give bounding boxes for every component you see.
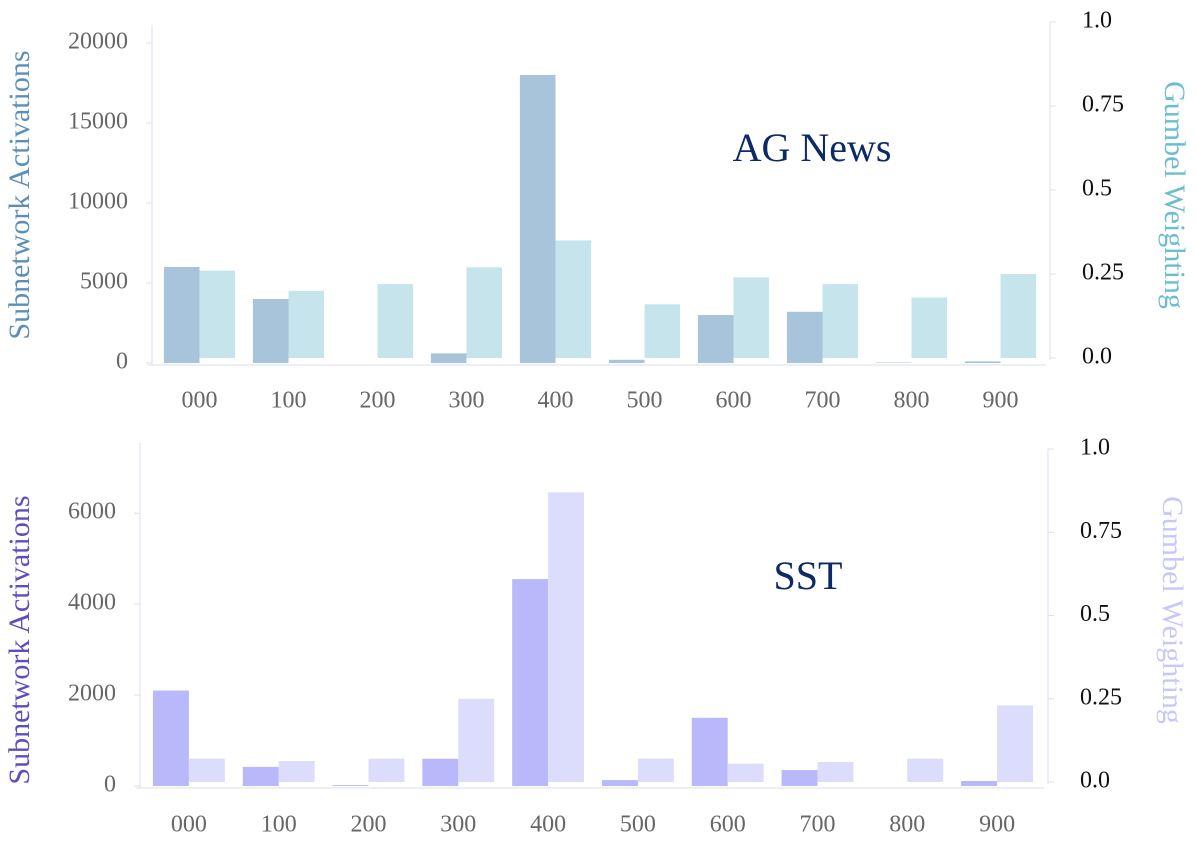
x-tick-label: 900: [983, 388, 1019, 414]
y2-tick-label: 0.0: [1082, 344, 1112, 370]
bar: [781, 770, 818, 786]
x-tick-label: 100: [261, 812, 297, 838]
x-tick-label: 600: [710, 812, 746, 838]
bar: [458, 698, 495, 782]
x-tick-label: 700: [805, 388, 841, 414]
y2-tick-label: 0.25: [1080, 684, 1122, 710]
bar: [188, 758, 225, 782]
bar: [555, 240, 592, 358]
x-tick-label: 100: [271, 388, 307, 414]
y-tick-label: 5000: [80, 269, 128, 295]
bar: [911, 297, 948, 358]
x-tick-label: 800: [894, 388, 930, 414]
bar: [644, 304, 681, 358]
bar: [252, 299, 289, 363]
bar: [422, 758, 459, 786]
bar: [822, 284, 859, 358]
bar: [786, 311, 823, 363]
x-tick-label: 600: [716, 388, 752, 414]
bar: [199, 270, 236, 358]
y2-tick-label: 0.75: [1082, 92, 1124, 118]
bar: [691, 717, 728, 786]
bar: [817, 762, 854, 782]
bar: [519, 75, 556, 363]
bar: [608, 359, 645, 363]
bar: [697, 315, 734, 363]
bar: [997, 705, 1034, 782]
y-tick-label: 0: [116, 349, 128, 375]
y-tick-label: 4000: [68, 590, 116, 616]
bar: [964, 361, 1001, 363]
y2-tick-label: 0.5: [1080, 601, 1110, 627]
y-tick-label: 2000: [68, 681, 116, 707]
bar: [152, 690, 189, 786]
bar: [163, 267, 200, 363]
x-tick-label: 300: [449, 388, 485, 414]
bar: [961, 780, 998, 786]
y-tick-label: 0: [104, 772, 116, 798]
y2-tick-label: 1.0: [1082, 8, 1112, 34]
bar: [377, 284, 414, 358]
bar: [430, 353, 467, 363]
bar: [1000, 274, 1037, 358]
bar: [288, 290, 325, 358]
y2-tick-label: 0.25: [1082, 260, 1124, 286]
x-tick-label: 000: [171, 812, 207, 838]
bar: [368, 758, 405, 782]
y2-axis-label: Gumbel Weighting: [1156, 496, 1189, 724]
x-tick-label: 400: [538, 388, 574, 414]
x-tick-label: 900: [979, 812, 1015, 838]
x-tick-label: 300: [440, 812, 476, 838]
x-tick-label: 200: [360, 388, 396, 414]
x-tick-label: 800: [889, 812, 925, 838]
bar: [601, 780, 638, 786]
y2-tick-label: 0.5: [1082, 176, 1112, 202]
x-tick-label: 500: [620, 812, 656, 838]
y-axis-label: Subnetwork Activations: [3, 495, 36, 784]
bar: [466, 267, 503, 358]
bar: [637, 758, 674, 782]
bar: [733, 277, 770, 358]
y-tick-label: 15000: [68, 109, 128, 135]
y-tick-label: 20000: [68, 29, 128, 55]
x-tick-label: 000: [182, 388, 218, 414]
bar: [727, 763, 764, 782]
y-tick-label: 6000: [68, 499, 116, 525]
x-tick-label: 200: [351, 812, 387, 838]
y2-axis-label: Gumbel Weighting: [1158, 81, 1191, 309]
chart-title: SST: [774, 553, 843, 598]
x-tick-label: 400: [530, 812, 566, 838]
y-axis-label: Subnetwork Activations: [3, 50, 36, 339]
y-tick-label: 10000: [68, 189, 128, 215]
chart-title: AG News: [733, 125, 892, 170]
y2-tick-label: 0.75: [1080, 518, 1122, 544]
bar: [548, 492, 585, 782]
bar: [907, 758, 944, 782]
bar: [242, 766, 279, 786]
y2-tick-label: 1.0: [1080, 435, 1110, 461]
y2-tick-label: 0.0: [1080, 768, 1110, 794]
bar: [278, 761, 315, 782]
x-tick-label: 500: [627, 388, 663, 414]
x-tick-label: 700: [800, 812, 836, 838]
bar: [512, 579, 549, 786]
bar: [332, 785, 369, 786]
